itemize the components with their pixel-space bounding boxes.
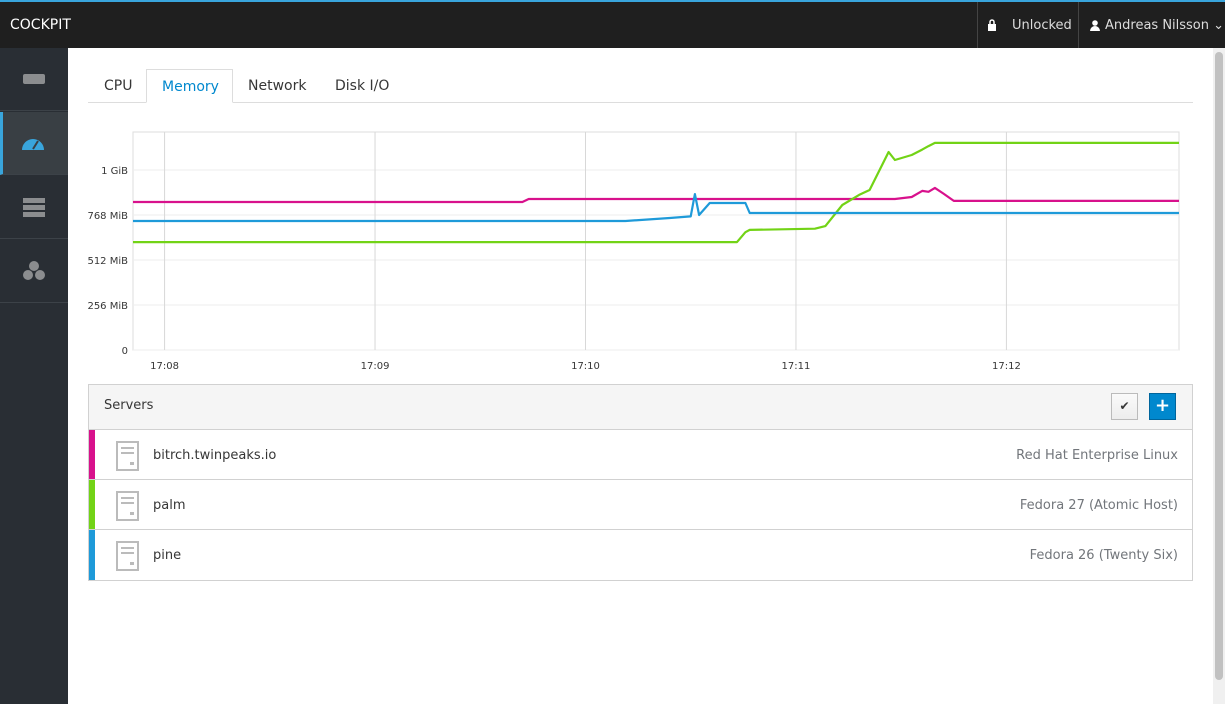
server-os: Fedora 27 (Atomic Host) bbox=[1019, 498, 1178, 513]
server-os: Fedora 26 (Twenty Six) bbox=[1029, 548, 1178, 563]
nav-containers[interactable] bbox=[0, 240, 68, 303]
server-name: pine bbox=[153, 548, 182, 563]
scroll-thumb[interactable] bbox=[1215, 52, 1223, 680]
y-tick-label: 256 MiB bbox=[88, 301, 128, 312]
nav-dashboard[interactable] bbox=[0, 112, 68, 175]
user-icon bbox=[1090, 20, 1100, 31]
y-tick-label: 512 MiB bbox=[88, 256, 128, 267]
divider bbox=[1078, 2, 1079, 48]
x-tick-label: 17:08 bbox=[150, 361, 179, 372]
sidebar bbox=[0, 48, 68, 704]
series-line bbox=[133, 141, 1179, 244]
x-tick-label: 17:10 bbox=[571, 361, 600, 372]
tab-rule bbox=[88, 102, 1193, 103]
x-tick-label: 17:12 bbox=[992, 361, 1021, 372]
status-stripe bbox=[89, 480, 95, 530]
brand: COCKPIT bbox=[10, 17, 71, 33]
series-line bbox=[133, 193, 1179, 223]
icon bbox=[23, 198, 45, 217]
server-row[interactable]: palm Fedora 27 (Atomic Host) bbox=[89, 479, 1192, 530]
series-line bbox=[133, 186, 1179, 204]
tab[interactable]: Memory bbox=[146, 69, 233, 103]
server-row[interactable]: pine Fedora 26 (Twenty Six) bbox=[89, 529, 1192, 580]
y-tick-label: 1 GiB bbox=[101, 166, 128, 177]
user-name: Andreas Nilsson bbox=[1105, 18, 1209, 33]
divider bbox=[977, 2, 978, 48]
memory-chart: 0 256 MiB 512 MiB 768 MiB 1 GiB 17:08 17:09 17:… bbox=[88, 131, 1180, 372]
nav-servers[interactable] bbox=[0, 176, 68, 239]
panel-title: Servers bbox=[104, 398, 154, 413]
lock-status[interactable]: Unlocked bbox=[1012, 18, 1072, 33]
lock-icon bbox=[988, 19, 996, 31]
icon bbox=[22, 139, 44, 150]
add-button[interactable]: + bbox=[1149, 393, 1176, 420]
server-icon bbox=[116, 441, 139, 471]
servers-panel: Servers ✔ + bitrch.twinpeaks.io Red Hat E… bbox=[88, 384, 1193, 581]
nav-host[interactable] bbox=[0, 48, 68, 111]
panel-heading: Servers ✔ + bbox=[89, 385, 1192, 429]
tab[interactable]: Disk I/O bbox=[335, 78, 390, 94]
server-name: bitrch.twinpeaks.io bbox=[153, 448, 277, 463]
tab[interactable]: Network bbox=[248, 78, 307, 94]
y-tick-label: 768 MiB bbox=[88, 211, 128, 222]
server-icon bbox=[116, 491, 139, 521]
server-os: Red Hat Enterprise Linux bbox=[1016, 448, 1178, 463]
server-row[interactable]: bitrch.twinpeaks.io Red Hat Enterprise Li… bbox=[89, 429, 1192, 480]
status-stripe bbox=[89, 530, 95, 580]
scrollbar[interactable] bbox=[1213, 48, 1225, 704]
y-tick-label: 0 bbox=[122, 346, 128, 357]
server-name: palm bbox=[153, 498, 186, 513]
server-icon bbox=[116, 541, 139, 571]
x-tick-label: 17:11 bbox=[782, 361, 811, 372]
status-stripe bbox=[89, 430, 95, 480]
icon bbox=[23, 261, 45, 280]
icon bbox=[23, 74, 45, 84]
edit-button[interactable]: ✔ bbox=[1111, 393, 1138, 420]
user-menu[interactable]: Andreas Nilsson ⌄ bbox=[1105, 18, 1225, 33]
x-tick-label: 17:09 bbox=[361, 361, 390, 372]
top-bar: COCKPIT Unlocked Andreas Nilsson ⌄ bbox=[0, 0, 1225, 48]
tab[interactable]: CPU bbox=[104, 78, 133, 94]
